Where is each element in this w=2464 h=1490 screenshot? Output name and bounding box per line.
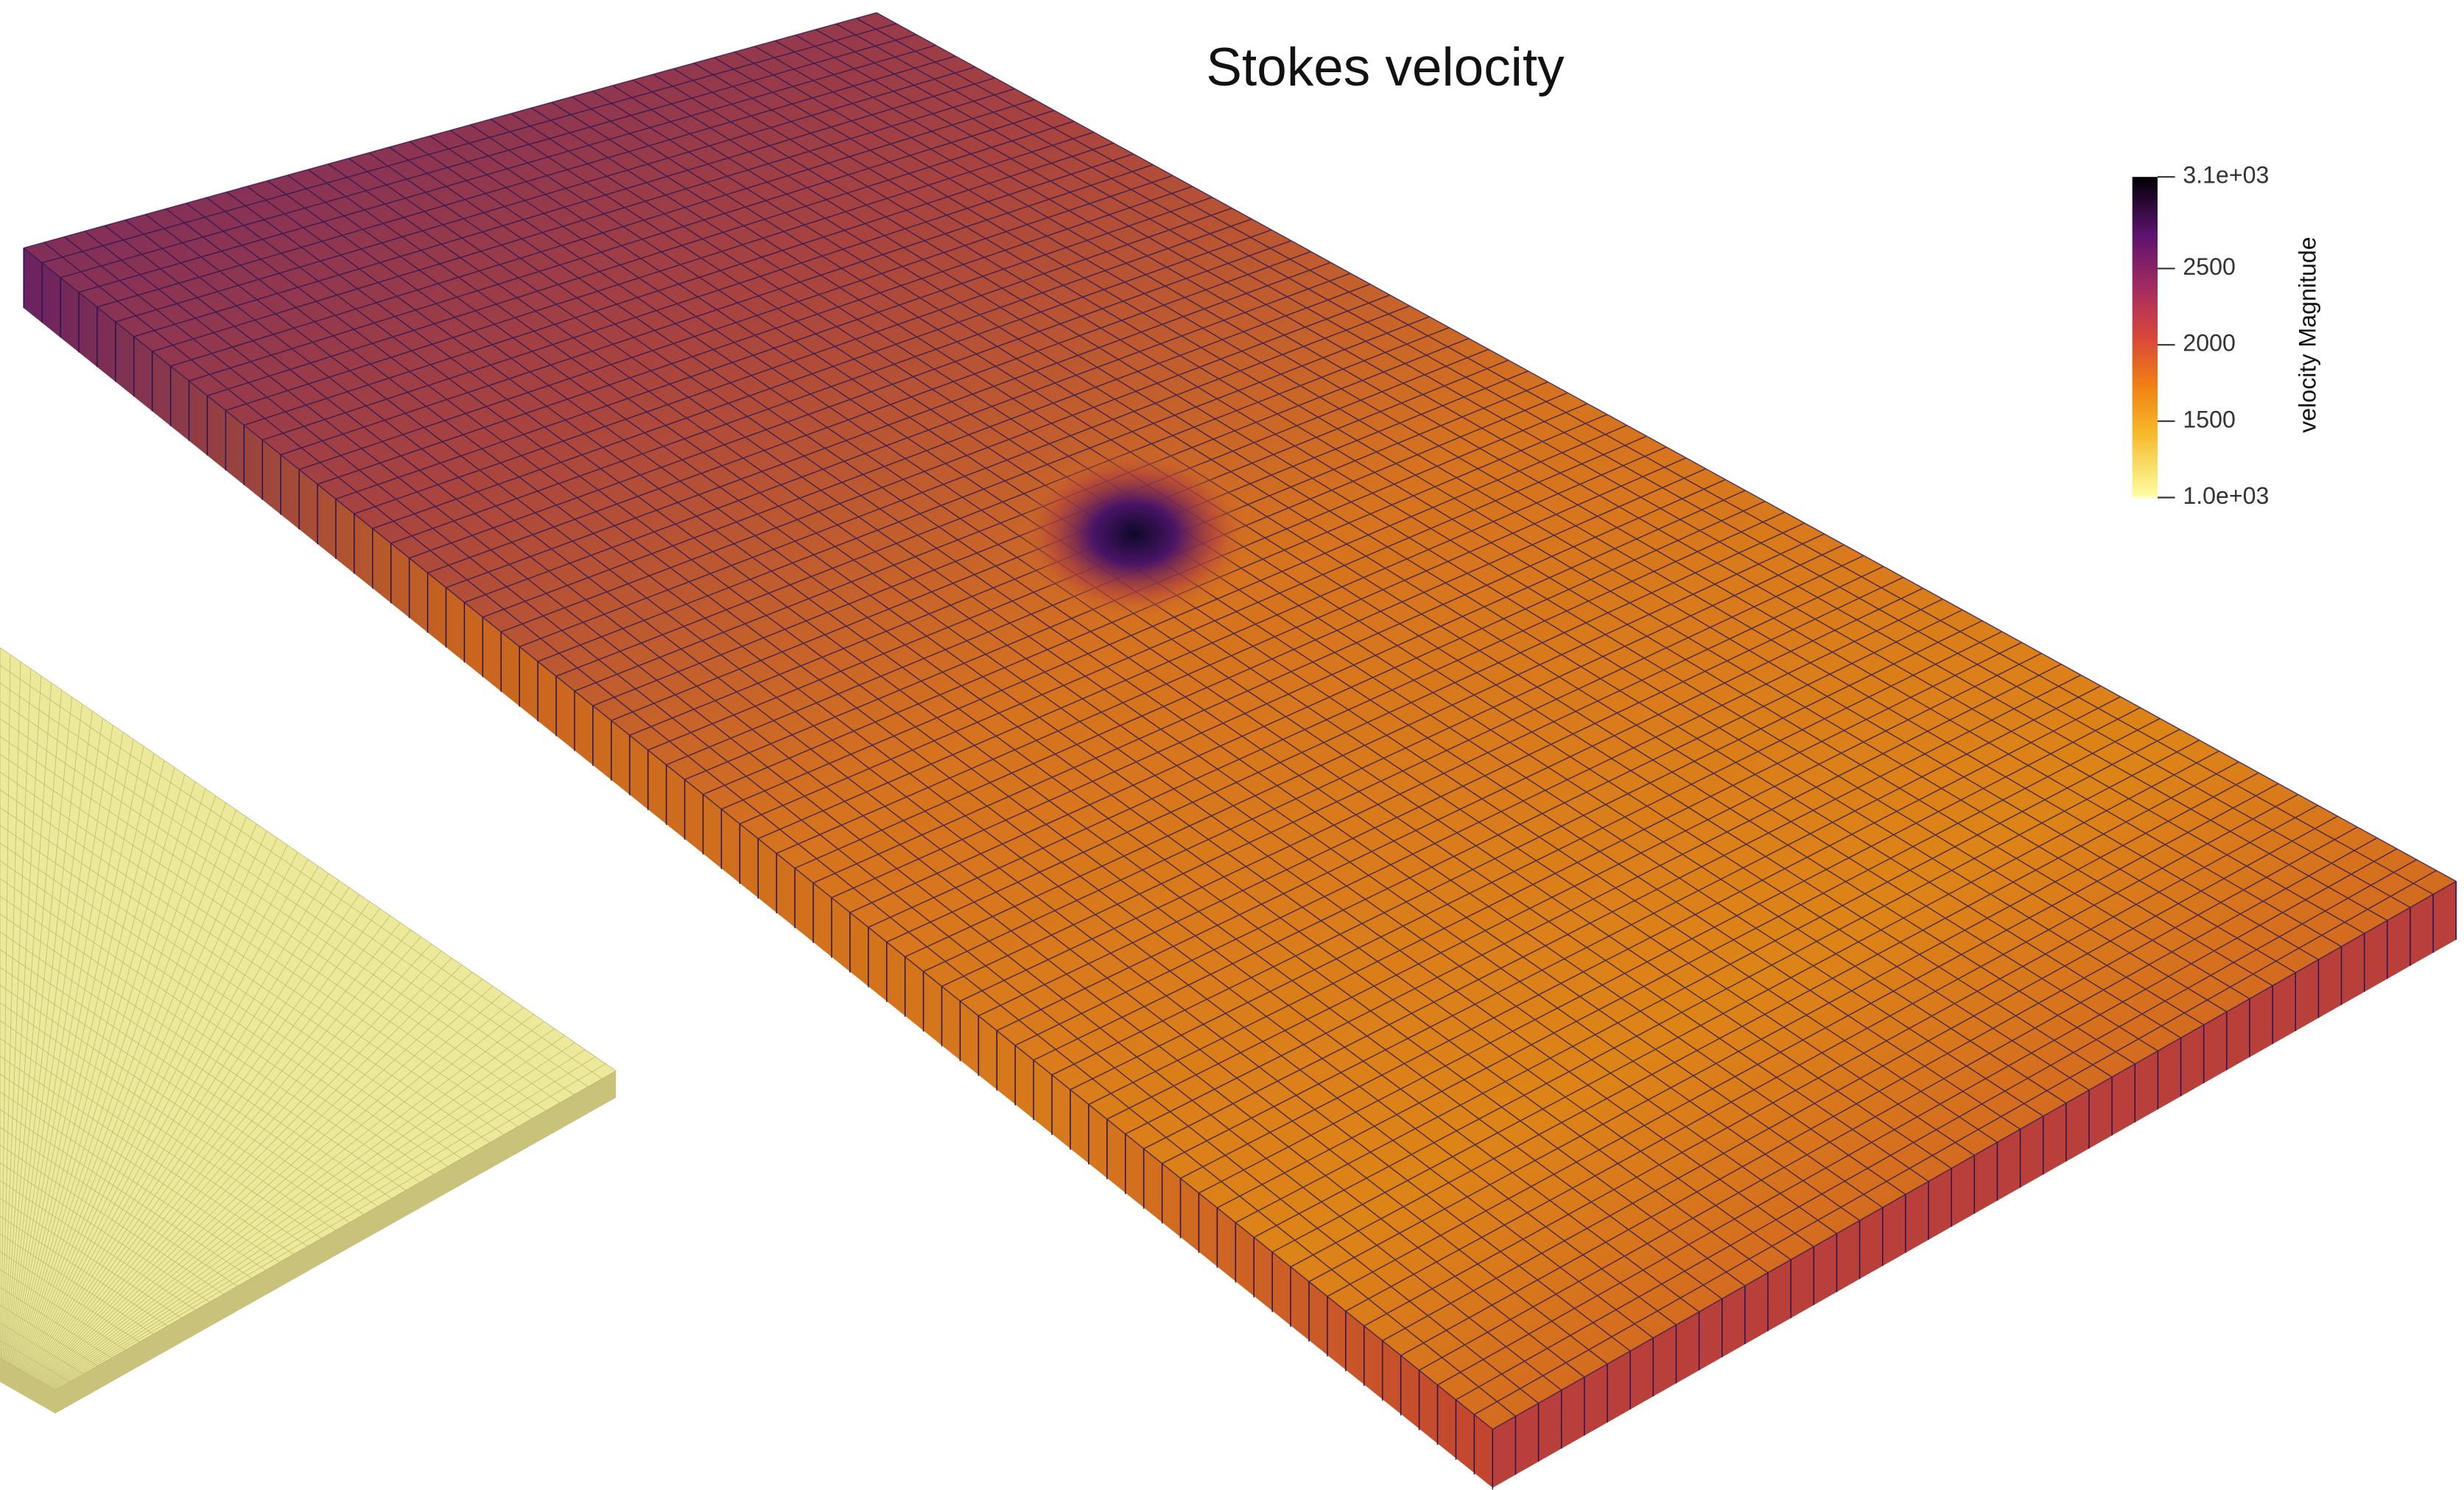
color-bar: [2133, 177, 2158, 497]
tick-label: 1.0e+03: [2183, 482, 2269, 509]
page: {"title": "Stokes velocity", "colorbar":…: [0, 0, 2464, 1490]
tick-label: 2500: [2183, 253, 2236, 280]
title: Stokes velocity: [1206, 38, 1565, 97]
tick-label: 2000: [2183, 330, 2236, 356]
secondary-mesh: [0, 647, 616, 1413]
main-mesh: [24, 13, 2456, 1489]
colorbar-title: velocity Magnitude: [2294, 236, 2320, 432]
slab-top: [0, 647, 616, 1390]
tick-label: 3.1e+03: [2183, 162, 2269, 189]
color-legend: velocity Magnitude 3.1e+03 2500 2000 1500 1.…: [2133, 162, 2321, 509]
render-view: Stokes velocity velocity Magnitude 3.1e+…: [0, 0, 2464, 1490]
tick-label: 1500: [2183, 406, 2236, 432]
velocity-peak: [1016, 447, 1253, 621]
